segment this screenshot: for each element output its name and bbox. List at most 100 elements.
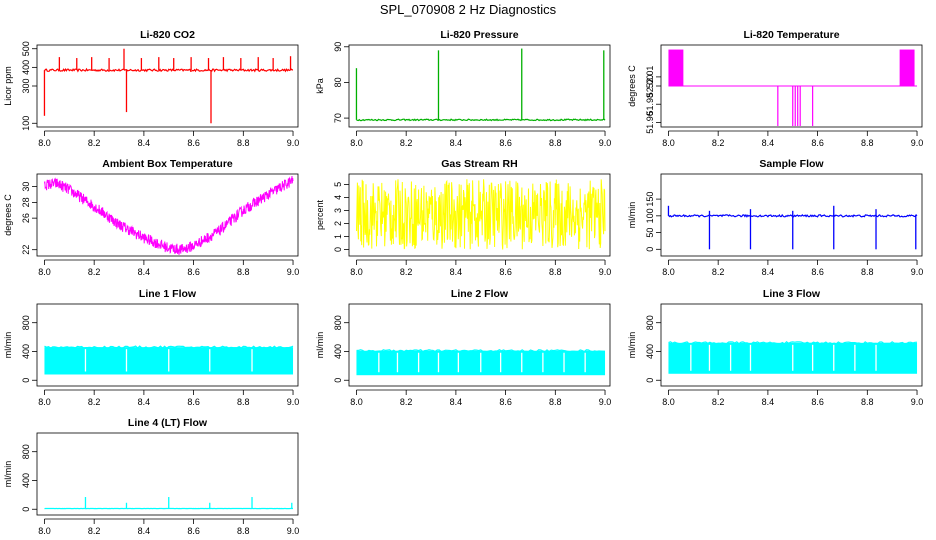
x-tick-label: 8.6 (187, 138, 200, 148)
x-tick-label: 9.0 (911, 267, 924, 277)
band-edge (44, 345, 294, 350)
x-tick-label: 8.8 (861, 267, 874, 277)
x-tick-label: 8.8 (237, 138, 250, 148)
x-tick-label: 8.0 (350, 397, 363, 407)
x-tick-label: 8.4 (762, 138, 775, 148)
y-tick-label: 300 (21, 78, 31, 93)
y-axis-label: ml/min (627, 332, 637, 359)
y-tick-label: 500 (21, 41, 31, 56)
x-tick-label: 9.0 (287, 526, 300, 536)
x-tick-label: 8.4 (138, 397, 151, 407)
panel-title: Line 4 (LT) Flow (128, 417, 208, 429)
y-axis-label: kPa (315, 78, 325, 94)
y-axis-label: ml/min (627, 202, 637, 229)
x-tick-label: 8.6 (499, 138, 512, 148)
x-tick-label: 9.0 (599, 267, 612, 277)
y-tick-label: 52.01 (645, 66, 655, 89)
panel-ambient-temp: Ambient Box Temperature degrees C 8.0 8.2 8.… (3, 158, 300, 277)
y-tick-label: 0 (645, 247, 655, 252)
panel-line1: Line 1 Flow ml/min 8.0 8.2 8.4 8.6 8.8 9.0 0 400 8… (3, 288, 299, 407)
x-tick-label: 8.6 (499, 397, 512, 407)
panel-pressure: Li-820 Pressure kPa 8.0 8.2 8.4 8.6 8.8 9.0 70 80… (315, 29, 611, 148)
x-tick-label: 8.4 (450, 267, 463, 277)
x-tick-label: 9.0 (911, 397, 924, 407)
x-tick-label: 8.4 (138, 526, 151, 536)
y-tick-label: 0 (21, 507, 31, 512)
y-axis-label: Licor ppm (3, 66, 13, 106)
panel-sample-flow: Sample Flow ml/min 8.0 8.2 8.4 8.6 8.8 9.0 0 50 10… (627, 158, 924, 277)
plot-frame (36, 303, 299, 387)
series-line (43, 67, 293, 73)
x-tick-label: 8.2 (400, 138, 413, 148)
y-tick-label: 800 (21, 315, 31, 330)
x-tick-label: 8.0 (662, 138, 675, 148)
oscillation-band (668, 49, 684, 86)
y-axis-label: ml/min (315, 332, 325, 359)
y-tick-label: 51.96 (645, 111, 655, 134)
x-tick-label: 9.0 (599, 397, 612, 407)
x-tick-label: 8.2 (400, 267, 413, 277)
x-tick-label: 8.8 (861, 138, 874, 148)
x-tick-label: 8.0 (662, 267, 675, 277)
series-line (356, 179, 606, 250)
y-tick-label: 0 (21, 378, 31, 383)
x-tick-label: 8.8 (237, 397, 250, 407)
y-tick-label: 400 (333, 344, 343, 359)
x-tick-label: 8.2 (712, 397, 725, 407)
figure-title: SPL_070908 2 Hz Diagnostics (379, 2, 557, 17)
x-tick-label: 8.2 (88, 267, 101, 277)
x-tick-label: 9.0 (287, 267, 300, 277)
plot-frame (348, 44, 611, 128)
y-tick-label: 400 (21, 344, 31, 359)
y-tick-label: 800 (21, 444, 31, 459)
y-tick-label: 2 (333, 221, 343, 226)
y-axis-label: percent (315, 199, 325, 230)
y-tick-label: 70 (333, 113, 343, 123)
band-edge (356, 348, 606, 353)
plot-frame (660, 173, 923, 257)
y-tick-label: 90 (333, 42, 343, 52)
x-tick-label: 8.6 (187, 267, 200, 277)
y-tick-label: 0 (645, 378, 655, 383)
y-tick-label: 0 (333, 378, 343, 383)
x-tick-label: 8.2 (88, 526, 101, 536)
y-tick-label: 80 (333, 77, 343, 87)
panel-title: Line 2 Flow (451, 288, 509, 300)
series-line (44, 175, 294, 255)
y-tick-label: 400 (645, 344, 655, 359)
x-tick-label: 8.8 (549, 267, 562, 277)
series-licor-temp (668, 49, 918, 126)
x-tick-label: 8.0 (38, 138, 51, 148)
y-tick-label: 100 (21, 116, 31, 131)
series-line2 (356, 348, 606, 376)
x-tick-label: 8.4 (138, 267, 151, 277)
x-tick-label: 8.4 (138, 138, 151, 148)
panel-co2: Li-820 CO2 Licor ppm 8.0 8.2 8.4 8.6 8.8 9.0 100… (3, 29, 299, 148)
y-tick-label: 400 (21, 60, 31, 75)
x-tick-label: 8.4 (450, 397, 463, 407)
oscillation-band (899, 49, 915, 86)
panel-title: Li-820 Pressure (440, 29, 518, 41)
x-tick-label: 8.0 (38, 397, 51, 407)
x-tick-label: 8.6 (499, 267, 512, 277)
panel-title: Li-820 CO2 (140, 29, 195, 41)
x-tick-label: 8.8 (237, 526, 250, 536)
x-tick-label: 8.2 (712, 267, 725, 277)
series-line4 (44, 497, 293, 510)
y-tick-label: 52.00 (645, 75, 655, 98)
y-tick-label: 51.98 (645, 93, 655, 116)
y-tick-label: 22 (21, 245, 31, 255)
y-tick-label: 1 (333, 234, 343, 239)
x-tick-label: 8.2 (400, 397, 413, 407)
y-axis-label: degrees C (3, 194, 13, 236)
panel-line2: Line 2 Flow ml/min 8.0 8.2 8.4 8.6 8.8 9.0 0 400 8… (315, 288, 612, 407)
y-tick-label: 400 (21, 473, 31, 488)
plot-frame (348, 303, 611, 387)
panel-title: Line 3 Flow (763, 288, 821, 300)
panel-title: Sample Flow (759, 158, 824, 170)
y-tick-label: 3 (333, 208, 343, 213)
x-tick-label: 8.6 (811, 397, 824, 407)
x-tick-label: 8.8 (549, 138, 562, 148)
y-tick-label: 800 (333, 315, 343, 330)
y-tick-label: 28 (21, 197, 31, 207)
